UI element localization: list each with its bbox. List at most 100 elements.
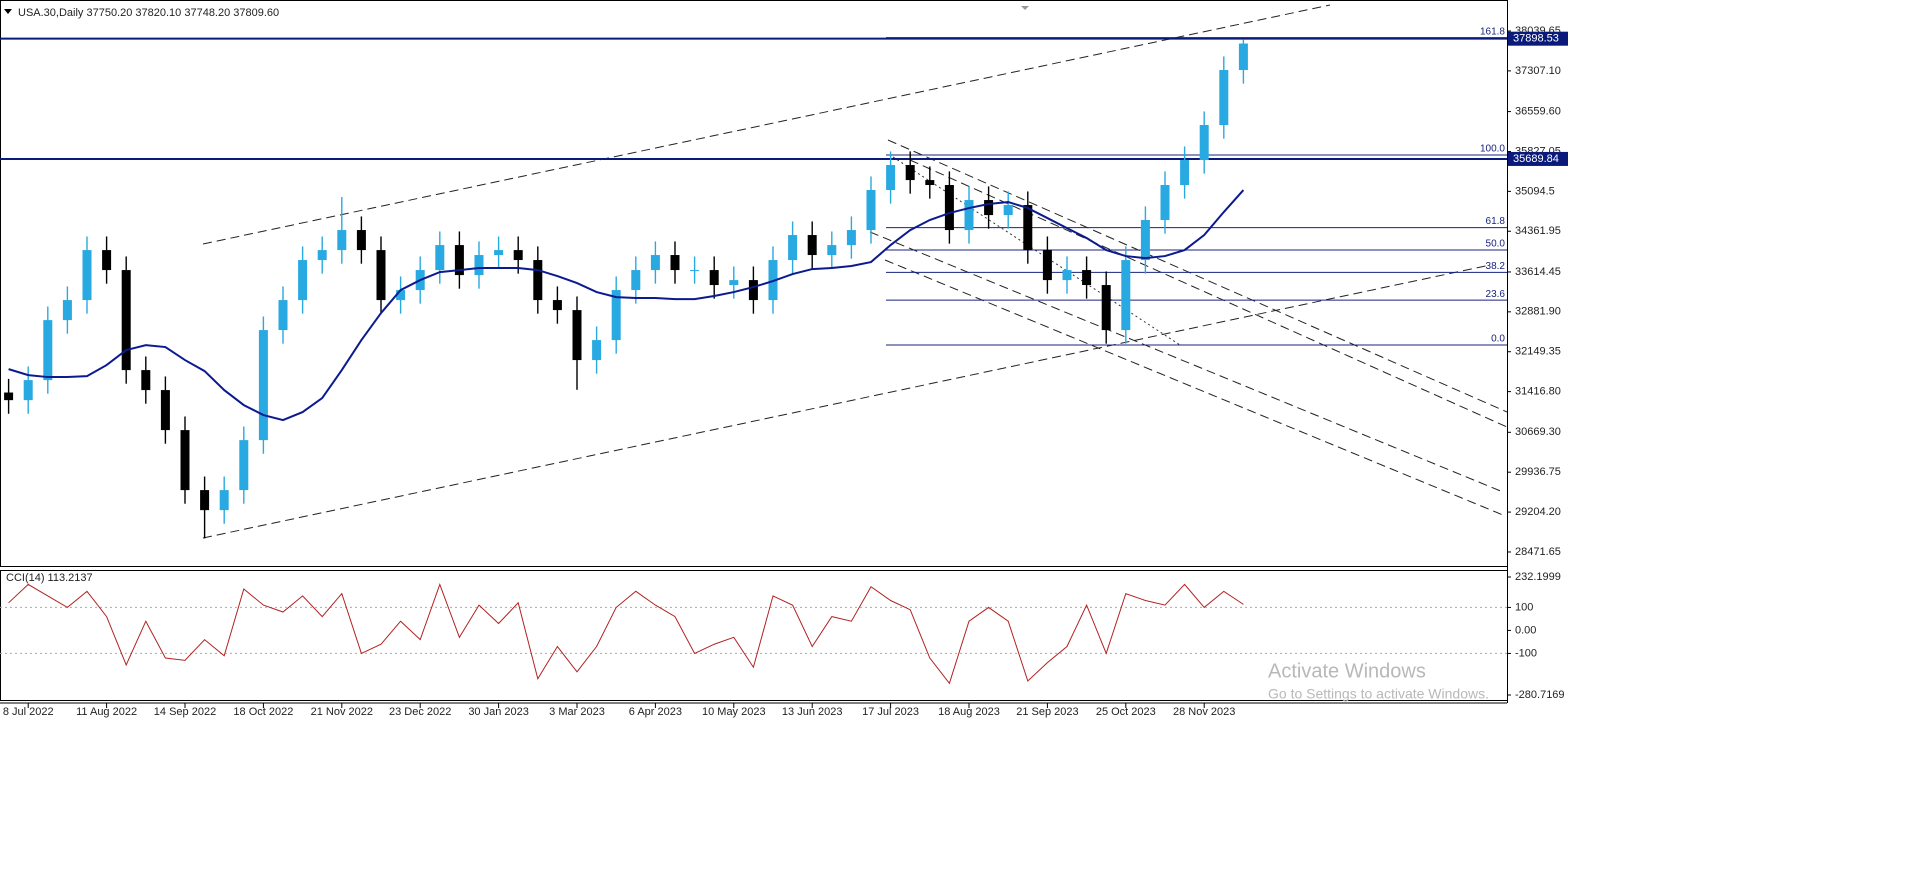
y-tick-label: 30669.30	[1515, 426, 1561, 438]
x-tick-label: 23 Dec 2022	[389, 706, 451, 718]
candle-body	[592, 340, 602, 361]
candle-body	[219, 490, 229, 511]
x-tick-label: 18 Oct 2022	[233, 706, 293, 718]
candle-body	[180, 430, 190, 491]
y-tick-label: 37307.10	[1515, 65, 1561, 77]
candle-body	[1140, 220, 1150, 261]
down-channel-3	[869, 231, 1504, 493]
candle-body	[1199, 125, 1209, 161]
y-tick-label: 32881.90	[1515, 306, 1561, 318]
x-tick-label: 25 Oct 2023	[1096, 706, 1156, 718]
candle-body	[905, 165, 915, 181]
candle-body	[160, 390, 170, 431]
candle-body	[1042, 250, 1052, 281]
candle-body	[435, 245, 445, 271]
x-tick-label: 13 Jun 2023	[782, 706, 843, 718]
candle-body	[121, 270, 131, 371]
y-tick-label: 31416.80	[1515, 386, 1561, 398]
x-tick-label: 11 Aug 2022	[76, 706, 137, 718]
candle-body	[23, 380, 33, 401]
candle-body	[43, 320, 53, 381]
x-tick-label: 8 Jul 2022	[3, 706, 54, 718]
candle-body	[376, 250, 386, 301]
candle-body	[1023, 205, 1033, 251]
menu-arrow[interactable]	[4, 9, 12, 14]
fib-label: 100.0	[1480, 144, 1505, 155]
candle-body	[1082, 270, 1092, 286]
x-tick-label: 28 Nov 2023	[1173, 706, 1235, 718]
channel-upper	[202, 4, 1331, 245]
candle-body	[396, 290, 406, 301]
candle-body	[552, 300, 562, 311]
candle-body	[298, 260, 308, 301]
trend-lines	[202, 4, 1508, 539]
indicator-tick-label: 100	[1515, 601, 1533, 613]
fib-label: 50.0	[1486, 239, 1506, 250]
candle-body	[866, 190, 876, 231]
fib-diagonal	[892, 156, 1181, 346]
watermark-subtitle: Go to Settings to activate Windows.	[1268, 686, 1489, 702]
candle-body	[846, 230, 856, 246]
chart-title: USA.30,Daily 37750.20 37820.10 37748.20 …	[18, 7, 279, 19]
x-tick-label: 30 Jan 2023	[468, 706, 529, 718]
plot-layer: 38039.6537307.1036559.6035827.0535094.53…	[0, 25, 1568, 718]
candle-body	[1101, 285, 1111, 331]
candle-body	[1003, 205, 1013, 216]
x-tick-label: 17 Jul 2023	[862, 706, 919, 718]
y-tick-label: 28471.65	[1515, 546, 1561, 558]
x-tick-label: 6 Apr 2023	[629, 706, 682, 718]
candle-body	[670, 255, 680, 271]
candle-body	[494, 250, 504, 256]
moving-average	[8, 189, 1245, 422]
candle-body	[1121, 260, 1131, 331]
candle-body	[964, 200, 974, 231]
candle-body	[1180, 160, 1190, 186]
y-tick-label: 36559.60	[1515, 105, 1561, 117]
y-tick-label: 34361.95	[1515, 225, 1561, 237]
indicator-line	[8, 582, 1244, 685]
candle-body	[337, 230, 347, 251]
price-box-label: 35689.84	[1513, 153, 1559, 165]
candle-body	[925, 180, 935, 186]
indicator-tick-label: -280.7169	[1515, 689, 1565, 701]
indicator-tick-label: -100	[1515, 647, 1537, 659]
watermark-title: Activate Windows	[1268, 660, 1426, 682]
candle-body	[278, 300, 288, 331]
candle-body	[729, 280, 739, 286]
candle-body	[200, 490, 210, 511]
candle-body	[1160, 185, 1170, 221]
x-tick-label: 18 Aug 2023	[938, 706, 1000, 718]
fib-label: 61.8	[1486, 216, 1506, 227]
candle-body	[1062, 270, 1072, 281]
candle-body	[650, 255, 660, 271]
fib-label: 38.2	[1486, 261, 1506, 272]
candle-body	[454, 245, 464, 276]
candle-body	[513, 250, 523, 261]
fib-label: 161.8	[1480, 26, 1505, 37]
fib-label: 0.0	[1491, 334, 1505, 345]
candle-body	[1219, 70, 1229, 126]
y-tick-label: 29936.75	[1515, 466, 1561, 478]
candle-body	[807, 235, 817, 256]
candle-body	[690, 270, 700, 272]
candle-body	[611, 290, 621, 341]
x-tick-label: 10 May 2023	[702, 706, 766, 718]
candle-body	[572, 310, 582, 361]
candle-body	[258, 330, 268, 441]
candle-body	[944, 185, 954, 231]
candle-body	[1238, 43, 1248, 71]
x-tick-label: 21 Nov 2022	[311, 706, 373, 718]
x-tick-label: 14 Sep 2022	[154, 706, 216, 718]
y-tick-label: 33614.45	[1515, 266, 1561, 278]
candle-body	[102, 250, 112, 271]
candle-body	[82, 250, 92, 301]
indicator-title: CCI(14) 113.2137	[6, 572, 93, 584]
y-tick-label: 35094.5	[1515, 185, 1555, 197]
x-tick-label: 21 Sep 2023	[1016, 706, 1078, 718]
candle-body	[356, 230, 366, 251]
candle-body	[141, 370, 151, 391]
candle-body	[827, 245, 837, 256]
